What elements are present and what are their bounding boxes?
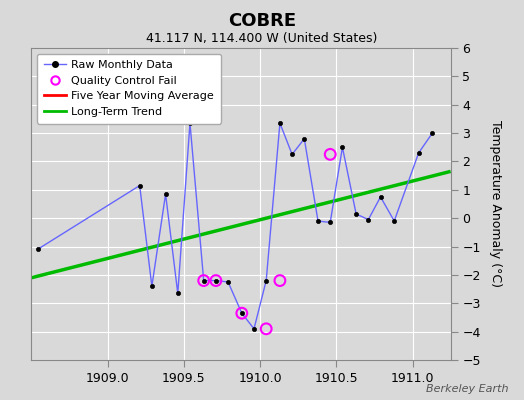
Point (276, 277, 284, 284)
Point (326, 151, 334, 158)
Y-axis label: Temperature Anomaly (°C): Temperature Anomaly (°C) (489, 120, 502, 288)
Text: COBRE: COBRE (228, 12, 296, 30)
Point (200, 277, 208, 284)
Point (237, 310, 246, 316)
Text: 41.117 N, 114.400 W (United States): 41.117 N, 114.400 W (United States) (146, 32, 378, 45)
Point (262, 326, 270, 332)
Legend: Raw Monthly Data, Quality Control Fail, Five Year Moving Average, Long-Term Tren: Raw Monthly Data, Quality Control Fail, … (37, 54, 221, 124)
Text: Berkeley Earth: Berkeley Earth (426, 384, 508, 394)
Point (212, 277, 220, 284)
